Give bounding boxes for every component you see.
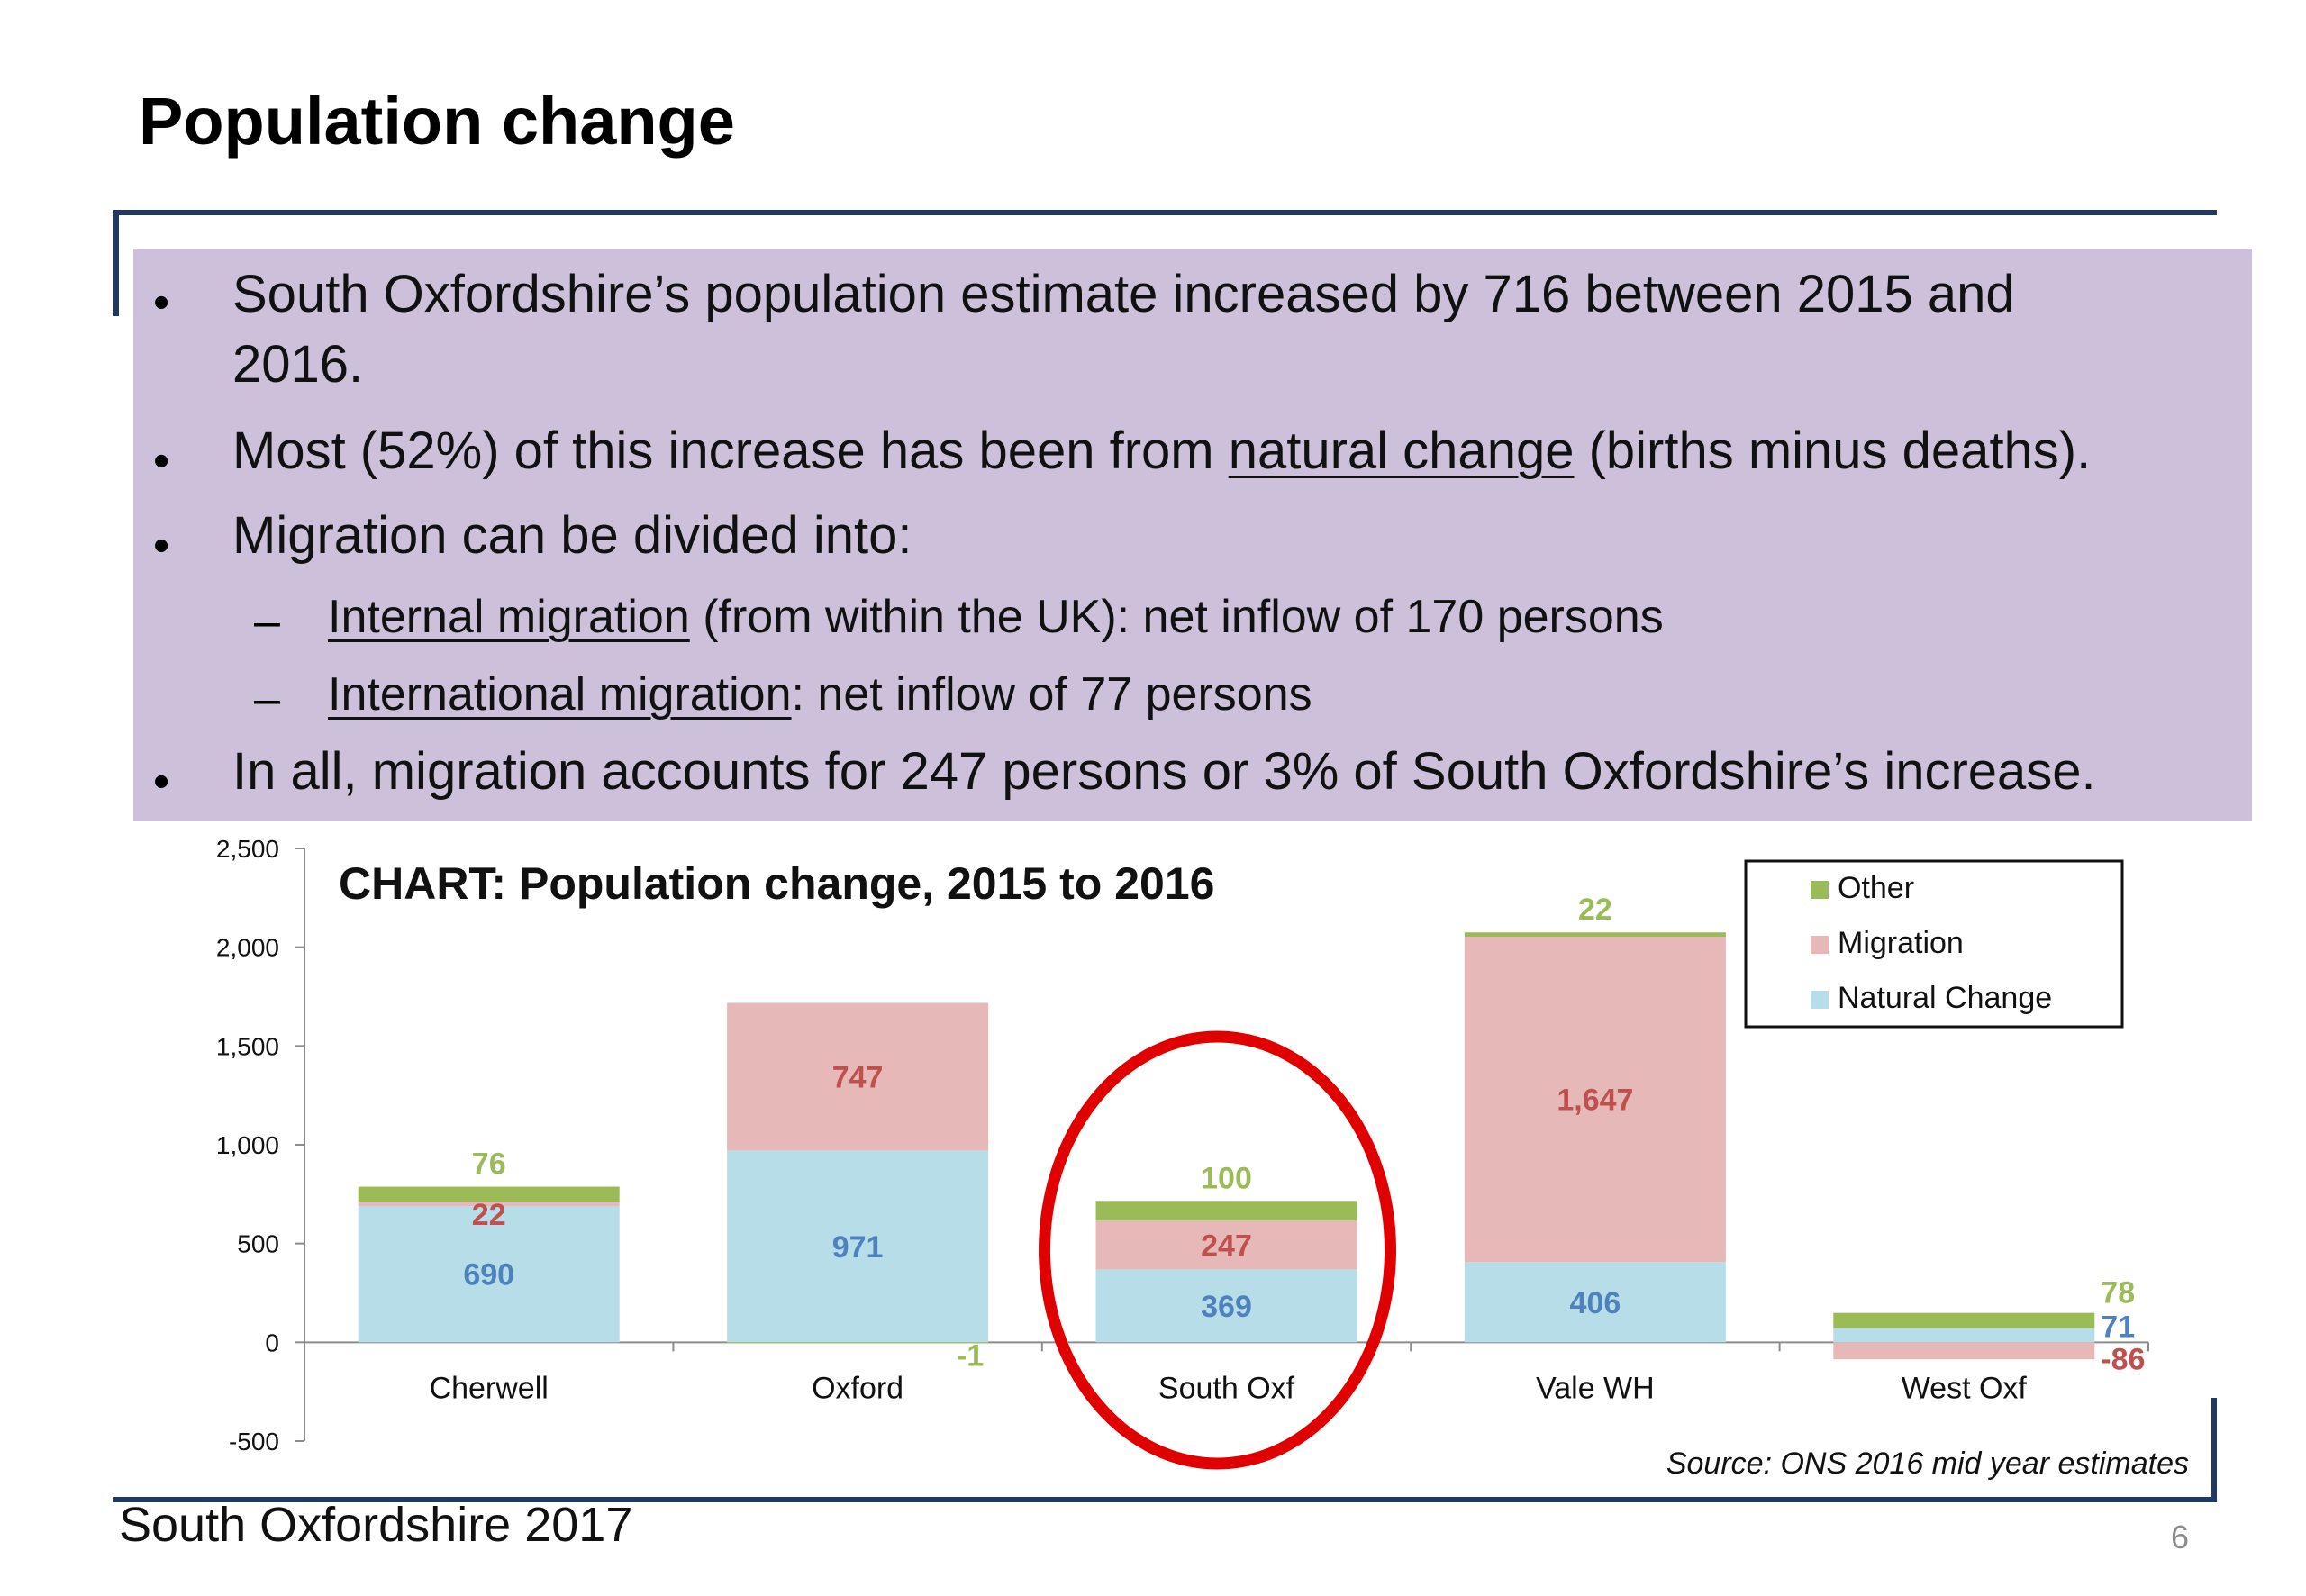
data-label: 690 xyxy=(463,1258,514,1292)
dash-marker: – xyxy=(254,595,280,648)
legend-label: Migration xyxy=(1838,926,1964,960)
top-divider xyxy=(113,210,2217,215)
y-tick-label: 2,500 xyxy=(216,835,279,863)
data-label: -86 xyxy=(2101,1342,2145,1376)
highlight-ellipse xyxy=(1039,1030,1396,1470)
bullet-2-pre: Most (52%) of this increase has been fro… xyxy=(232,422,1229,480)
bar-migration-west-oxf xyxy=(1833,1342,2095,1360)
bar-migration-south-oxf xyxy=(1095,1220,1357,1270)
y-tick-label: 1,000 xyxy=(216,1131,279,1159)
data-label: 71 xyxy=(2101,1310,2135,1344)
bullet-marker: • xyxy=(153,520,170,572)
top-divider-corner xyxy=(113,210,119,316)
bar-migration-cherwell xyxy=(358,1202,620,1206)
data-label: -1 xyxy=(957,1338,984,1373)
sub-bullet-1: Internal migration (from within the UK):… xyxy=(328,582,1664,652)
legend-label: Natural Change xyxy=(1838,981,2052,1015)
sub-bullet-1-post: (from within the UK): net inflow of 170 … xyxy=(689,591,1664,643)
data-label: 22 xyxy=(1578,893,1612,927)
bullet-marker: • xyxy=(153,435,170,487)
bullet-2: Most (52%) of this increase has been fro… xyxy=(232,416,2091,486)
bar-other-west-oxf xyxy=(1833,1312,2095,1328)
legend-swatch xyxy=(1811,991,1829,1009)
data-label: 76 xyxy=(472,1147,506,1181)
bar-natural-change-west-oxf xyxy=(1833,1328,2095,1343)
bar-natural-change-oxford xyxy=(727,1150,989,1343)
data-label: 78 xyxy=(2101,1275,2135,1310)
bar-natural-change-vale-wh xyxy=(1464,1262,1726,1343)
data-label: 100 xyxy=(1201,1161,1252,1195)
chart-title: CHART: Population change, 2015 to 2016 xyxy=(339,858,1214,909)
internal-migration-link[interactable]: Internal migration xyxy=(328,591,690,643)
slide-title: Population change xyxy=(139,84,735,159)
x-tick-label: Cherwell xyxy=(430,1371,549,1405)
data-label: 369 xyxy=(1201,1290,1252,1324)
bar-other-vale-wh xyxy=(1464,932,1726,938)
data-label: 747 xyxy=(832,1060,884,1094)
bullet-3: Migration can be divided into: xyxy=(232,506,912,565)
bar-natural-change-cherwell xyxy=(358,1205,620,1343)
sub-bullet-2-post: : net inflow of 77 persons xyxy=(791,668,1312,721)
sub-bullet-2: International migration: net inflow of 7… xyxy=(328,659,1312,730)
data-label: 1,647 xyxy=(1557,1084,1633,1118)
page-number: 6 xyxy=(2171,1519,2190,1555)
x-tick-label: Vale WH xyxy=(1536,1371,1655,1405)
y-tick-label: 1,500 xyxy=(216,1032,279,1060)
footer-text: South Oxfordshire 2017 xyxy=(119,1498,633,1552)
bar-migration-oxford xyxy=(727,1002,989,1151)
bottom-divider xyxy=(113,1497,2217,1502)
x-tick-label: Oxford xyxy=(812,1371,903,1405)
bullet-1-line-1: South Oxfordshire’s population estimate … xyxy=(232,265,2015,323)
bullet-1-line-2: 2016. xyxy=(232,335,364,394)
x-tick-label: South Oxf xyxy=(1158,1371,1295,1405)
bullet-2-post: (births minus deaths). xyxy=(1574,422,2092,480)
data-label: 247 xyxy=(1201,1229,1252,1263)
bar-other-cherwell xyxy=(358,1186,620,1202)
bullet-marker: • xyxy=(153,756,170,808)
y-tick-label: 0 xyxy=(265,1328,279,1356)
bar-migration-vale-wh xyxy=(1464,937,1726,1263)
y-tick-label: 500 xyxy=(237,1230,279,1258)
bullet-marker: • xyxy=(153,277,170,329)
x-tick-label: West Oxf xyxy=(1902,1371,2028,1405)
legend-box xyxy=(1744,859,2124,1029)
data-label: 971 xyxy=(832,1230,884,1265)
y-tick-label: 2,000 xyxy=(216,934,279,962)
bar-other-south-oxf xyxy=(1095,1201,1357,1221)
bullet-4: In all, migration accounts for 247 perso… xyxy=(232,742,2096,801)
legend-swatch xyxy=(1811,936,1829,954)
bottom-divider-corner xyxy=(2211,1398,2217,1502)
bar-natural-change-south-oxf xyxy=(1095,1269,1357,1343)
dash-marker: – xyxy=(254,673,280,725)
source-note: Source: ONS 2016 mid year estimates xyxy=(1666,1446,2189,1481)
data-label: 406 xyxy=(1570,1286,1621,1320)
summary-box: • South Oxfordshire’s population estimat… xyxy=(133,249,2252,821)
data-label: 22 xyxy=(472,1198,506,1232)
natural-change-link[interactable]: natural change xyxy=(1228,422,1575,480)
bar-other-oxford xyxy=(727,1342,989,1344)
legend-swatch xyxy=(1811,881,1829,899)
legend-label: Other xyxy=(1838,871,1914,905)
international-migration-link[interactable]: International migration xyxy=(328,668,792,721)
y-tick-label: -500 xyxy=(229,1428,279,1455)
